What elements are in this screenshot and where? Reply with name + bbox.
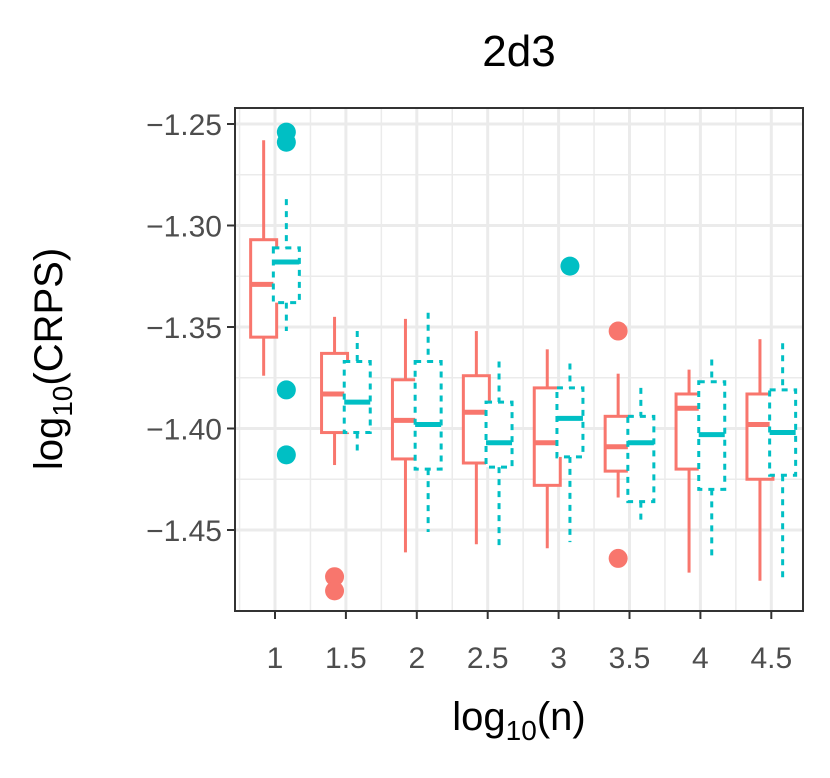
x-axis-title-subscript: 10 bbox=[506, 715, 537, 746]
box-teal bbox=[555, 256, 585, 543]
series-teal bbox=[271, 122, 798, 579]
grid-layer bbox=[235, 108, 803, 611]
x-tick-label: 2.5 bbox=[467, 642, 509, 675]
panel-border bbox=[234, 107, 804, 612]
box-iqr bbox=[532, 386, 562, 487]
x-axis: 1 1.5 2 2.5 3 3.5 4 4.5 bbox=[267, 611, 792, 675]
y-axis: −1.25 −1.30 −1.35 −1.40 −1.45 bbox=[146, 109, 235, 548]
outlier-point bbox=[325, 567, 345, 587]
box-red bbox=[249, 140, 279, 376]
y-axis-title-subscript: 10 bbox=[47, 386, 78, 417]
box-red bbox=[745, 339, 775, 581]
box-iqr bbox=[271, 246, 301, 305]
box-teal bbox=[626, 387, 656, 524]
box-teal bbox=[484, 361, 514, 551]
y-axis-title: log10(CRPS) bbox=[27, 248, 78, 470]
x-tick-label: 4 bbox=[692, 642, 709, 675]
x-tick-label: 2 bbox=[408, 642, 425, 675]
y-tick-label: −1.30 bbox=[146, 211, 222, 244]
y-tick-label: −1.45 bbox=[146, 515, 222, 548]
outlier-point bbox=[276, 132, 296, 152]
x-axis-title: log10(n) bbox=[452, 695, 585, 746]
box-red bbox=[532, 349, 562, 549]
x-tick-label: 3 bbox=[550, 642, 567, 675]
box-iqr bbox=[626, 414, 656, 504]
box-teal bbox=[697, 359, 727, 559]
y-axis-title-log: log bbox=[27, 417, 71, 470]
box-teal bbox=[342, 331, 372, 455]
marks-layer bbox=[249, 122, 798, 601]
x-tick-label: 4.5 bbox=[750, 642, 792, 675]
y-tick-label: −1.25 bbox=[146, 109, 222, 142]
box-iqr bbox=[461, 374, 491, 465]
box-iqr bbox=[555, 386, 585, 459]
x-axis-title-rest: (n) bbox=[537, 695, 586, 739]
x-axis-title-log: log bbox=[452, 695, 505, 739]
box-iqr bbox=[342, 360, 372, 435]
box-teal bbox=[271, 122, 301, 465]
outlier-point bbox=[608, 548, 628, 568]
chart-title: 2d3 bbox=[482, 27, 555, 76]
y-axis-title-rest: (CRPS) bbox=[27, 248, 71, 386]
x-tick-label: 1.5 bbox=[325, 642, 367, 675]
box-red bbox=[603, 321, 633, 568]
x-tick-label: 3.5 bbox=[609, 642, 651, 675]
y-tick-label: −1.40 bbox=[146, 414, 222, 447]
box-teal bbox=[768, 343, 798, 579]
box-red bbox=[461, 331, 491, 545]
box-red bbox=[674, 369, 704, 573]
box-iqr bbox=[413, 360, 443, 471]
outlier-point bbox=[276, 380, 296, 400]
box-iqr bbox=[484, 400, 514, 469]
outlier-point bbox=[608, 321, 628, 341]
outlier-point bbox=[276, 445, 296, 465]
outlier-point bbox=[325, 581, 345, 601]
box-red bbox=[320, 316, 350, 601]
x-tick-label: 1 bbox=[267, 642, 284, 675]
y-tick-label: −1.35 bbox=[146, 312, 222, 345]
box-teal bbox=[413, 312, 443, 533]
outlier-point bbox=[560, 256, 580, 276]
